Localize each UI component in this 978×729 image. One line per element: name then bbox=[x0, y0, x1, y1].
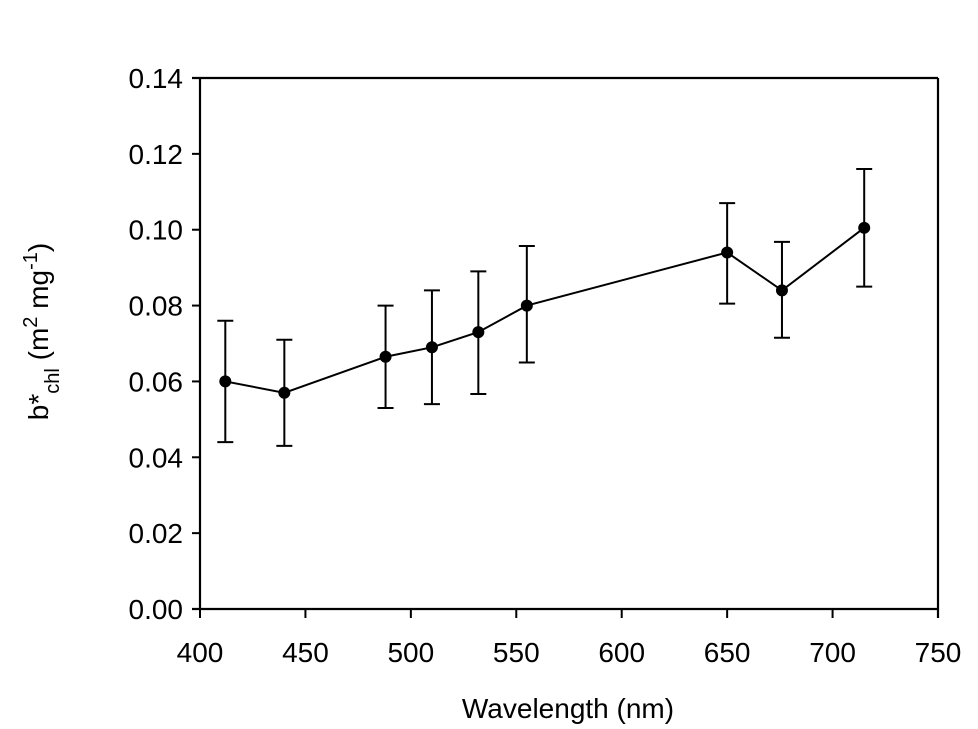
x-tick-label: 450 bbox=[282, 637, 329, 668]
x-tick-label: 500 bbox=[387, 637, 434, 668]
x-tick-label: 700 bbox=[809, 637, 856, 668]
data-point bbox=[472, 326, 485, 339]
data-point bbox=[775, 284, 788, 297]
x-tick-label: 400 bbox=[177, 637, 224, 668]
y-axis-title: b*chl (m2 mg-1) bbox=[20, 243, 64, 420]
y-tick-label: 0.06 bbox=[129, 366, 184, 397]
x-ticks: 400 450 500 550 600 650 700 750 bbox=[177, 609, 962, 668]
y-tick-label: 0.08 bbox=[129, 291, 184, 322]
y-title-base: b* bbox=[23, 394, 54, 421]
data-point bbox=[520, 299, 533, 312]
data-point bbox=[425, 341, 438, 354]
y-title-units-suffix: ) bbox=[23, 243, 54, 252]
data-points bbox=[219, 221, 871, 399]
series-line bbox=[225, 227, 865, 394]
y-title-sup2: -1 bbox=[20, 252, 42, 270]
y-tick-label: 0.00 bbox=[129, 594, 184, 625]
x-axis-title: Wavelength (nm) bbox=[462, 693, 674, 724]
error-bars bbox=[217, 168, 873, 447]
x-tick-label: 750 bbox=[915, 637, 962, 668]
y-tick-label: 0.10 bbox=[129, 215, 184, 246]
y-tick-label: 0.12 bbox=[129, 139, 184, 170]
data-point bbox=[379, 350, 392, 363]
y-title-subscript: chl bbox=[42, 368, 64, 394]
axes bbox=[192, 76, 940, 618]
data-point bbox=[219, 375, 232, 388]
y-tick-label: 0.14 bbox=[129, 63, 184, 94]
data-point bbox=[278, 386, 291, 399]
data-point bbox=[721, 246, 734, 259]
y-tick-label: 0.02 bbox=[129, 518, 184, 549]
x-tick-label: 600 bbox=[598, 637, 645, 668]
y-ticks: 0.00 0.02 0.04 0.06 0.08 0.10 0.12 0.14 bbox=[129, 63, 200, 625]
y-tick-label: 0.04 bbox=[129, 442, 184, 473]
data-point bbox=[858, 221, 871, 234]
x-tick-label: 550 bbox=[493, 637, 540, 668]
x-tick-label: 650 bbox=[704, 637, 751, 668]
y-title-units-mid: mg bbox=[23, 270, 54, 317]
y-title-sup1: 2 bbox=[20, 317, 42, 328]
y-title-units-prefix: (m bbox=[23, 328, 54, 368]
